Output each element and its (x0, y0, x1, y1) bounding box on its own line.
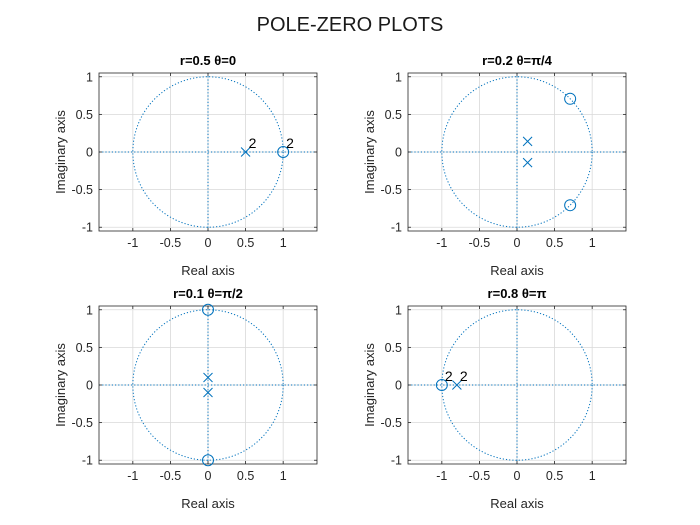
y-tick-label: 0.5 (76, 341, 93, 355)
y-axis-label: Imaginary axis (53, 343, 68, 427)
plot-area: -1 -0.5 0 0.5 1 -1 -0.5 0 0.5 1 (380, 70, 627, 250)
pole-marker (203, 387, 213, 398)
x-axis-label: Real axis (490, 496, 544, 511)
multiplicity-label: 2 (445, 368, 453, 384)
y-tick-label: 1 (395, 303, 402, 317)
subplot-title: r=0.8 θ=π (488, 286, 547, 301)
x-axis-label: Real axis (490, 263, 544, 278)
zero-marker (277, 146, 290, 158)
y-axis-label: Imaginary axis (362, 110, 377, 194)
y-tick-label: -1 (82, 454, 93, 468)
multiplicity-label: 2 (249, 135, 257, 151)
y-tick-label: -1 (391, 454, 402, 468)
y-tick-label: 0 (395, 379, 402, 393)
x-tick-label: 0 (514, 469, 521, 483)
y-tick-label: 0 (395, 146, 402, 160)
x-tick-label: -1 (127, 469, 138, 483)
subplot-title: r=0.5 θ=0 (180, 53, 236, 68)
y-tick-label: -0.5 (71, 183, 93, 197)
y-axis-label: Imaginary axis (53, 110, 68, 194)
pole-marker (203, 372, 213, 383)
x-tick-label: 0.5 (546, 469, 563, 483)
multiplicity-label: 2 (286, 135, 294, 151)
x-tick-label: 0 (514, 236, 521, 250)
zero-marker (564, 199, 577, 212)
unit-circle (132, 309, 284, 461)
x-tick-label: 0.5 (546, 236, 563, 250)
figure-title: POLE-ZERO PLOTS (257, 14, 444, 36)
x-tick-label: 1 (589, 236, 596, 250)
pole-marker (452, 380, 462, 390)
x-tick-label: -1 (436, 469, 447, 483)
x-tick-label: 0.5 (237, 469, 254, 483)
y-tick-label: -0.5 (71, 416, 93, 430)
subplot-bottom-left: r=0.1 θ=π/2 Real axis Imaginary axis -1-… (53, 286, 318, 511)
unit-circle (441, 76, 593, 228)
x-tick-label: 1 (280, 469, 287, 483)
x-tick-label: 1 (280, 236, 287, 250)
plot-area: -1 -0.5 0 0.5 1 -1 -0.5 0 0.5 1 2 2 (71, 70, 318, 250)
subplot-title: r=0.2 θ=π/4 (482, 53, 553, 68)
y-tick-label: 1 (86, 303, 93, 317)
y-tick-label: 0 (86, 146, 93, 160)
y-tick-label: 0.5 (76, 108, 93, 122)
x-tick-label: -1 (127, 236, 138, 250)
subplot-title: r=0.1 θ=π/2 (173, 286, 243, 301)
x-tick-label: -0.5 (160, 469, 182, 483)
x-tick-label: -0.5 (469, 469, 491, 483)
x-tick-label: -0.5 (160, 236, 182, 250)
y-tick-label: -0.5 (380, 183, 402, 197)
zero-marker (202, 303, 214, 316)
subplot-top-right: r=0.2 θ=π/4 Real axis Imaginary axis -1-… (362, 53, 627, 278)
y-tick-label: 1 (86, 70, 93, 84)
y-tick-label: 0 (86, 379, 93, 393)
y-tick-label: -1 (82, 221, 93, 235)
unit-circle (441, 309, 593, 461)
unit-circle (132, 76, 284, 228)
x-tick-label: 1 (589, 469, 596, 483)
x-axis-label: Real axis (181, 496, 235, 511)
pole-marker (522, 136, 533, 147)
plot-area: -1 -0.5 0 0.5 1 -1 -0.5 0 0.5 1 22 (380, 303, 627, 483)
x-tick-label: -0.5 (469, 236, 491, 250)
pole-marker (522, 157, 533, 168)
zero-marker (202, 454, 214, 467)
pole-marker (240, 147, 251, 157)
y-axis-label: Imaginary axis (362, 343, 377, 427)
y-tick-label: 1 (395, 70, 402, 84)
plot-area: -1 -0.5 0 0.5 1 -1 -0.5 0 0.5 1 (71, 303, 318, 483)
x-tick-label: 0 (205, 236, 212, 250)
x-tick-label: 0.5 (237, 236, 254, 250)
subplot-bottom-right: r=0.8 θ=π Real axis Imaginary axis -1 -0.… (362, 286, 627, 511)
y-tick-label: 0.5 (385, 108, 402, 122)
x-axis-label: Real axis (181, 263, 235, 278)
zero-marker (564, 92, 577, 105)
y-tick-label: -1 (391, 221, 402, 235)
multiplicity-label: 2 (460, 368, 468, 384)
x-tick-label: -1 (436, 236, 447, 250)
zero-marker (435, 379, 448, 391)
x-tick-label: 0 (205, 469, 212, 483)
y-tick-label: -0.5 (380, 416, 402, 430)
y-tick-label: 0.5 (385, 341, 402, 355)
subplot-top-left: r=0.5 θ=0 Real axis Imaginary axis -1 -0.… (53, 53, 318, 278)
